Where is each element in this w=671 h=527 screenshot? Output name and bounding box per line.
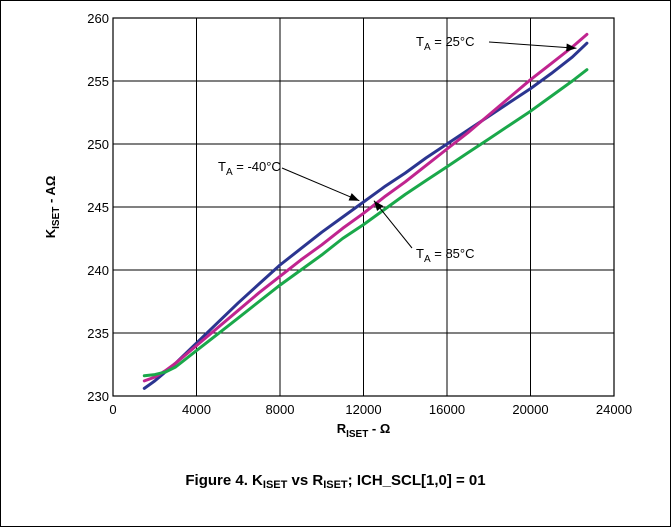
x-tick-label: 16000: [429, 402, 465, 417]
y-tick-label: 245: [87, 200, 109, 215]
caption-sub-1: ISET: [262, 479, 288, 491]
annotation-label-0: TA = -40°C: [218, 159, 281, 178]
caption-sub-2: ISET: [323, 479, 348, 491]
annotation-label-1: TA = 25°C: [416, 34, 475, 53]
caption-middle: vs R: [287, 472, 324, 489]
series-line-0: [142, 41, 589, 390]
series-line-2: [142, 68, 589, 378]
x-axis-title: RISET - Ω: [337, 421, 391, 440]
x-tick-label: 12000: [345, 402, 381, 417]
caption-suffix: ; ICH_SCL[1,0] = 01: [347, 472, 486, 489]
y-axis-title-main: K: [43, 228, 58, 238]
annotation-label-2: TA = 85°C: [416, 246, 475, 265]
series-lines: [142, 32, 589, 390]
x-axis-title-sub: ISET: [346, 429, 368, 440]
x-tick-label: 8000: [266, 402, 295, 417]
x-tick-label: 0: [109, 402, 116, 417]
annotation-arrowhead-1: [566, 43, 577, 52]
caption-prefix: Figure 4. K: [185, 472, 263, 489]
x-axis-title-main: R: [337, 421, 347, 436]
x-axis-title-rest: - Ω: [368, 421, 390, 436]
y-axis-title: KISET - AΩ: [43, 176, 62, 239]
annotations: TA = -40°C TA = 25°C TA = 85°C: [218, 34, 577, 265]
y-tick-label: 255: [87, 74, 109, 89]
y-tick-label: 230: [87, 389, 109, 404]
y-tick-label: 240: [87, 263, 109, 278]
y-axis-title-sub: ISET: [51, 207, 62, 229]
y-tick-label: 250: [87, 137, 109, 152]
y-tick-label: 235: [87, 326, 109, 341]
plot-border: [112, 17, 615, 397]
chart-area: TA = -40°C TA = 25°C TA = 85°C 0 4000 8000 12…: [43, 11, 632, 440]
annotation-arrowhead-0: [348, 193, 360, 201]
annotation-arrowhead-2: [373, 200, 384, 211]
x-tick-label: 20000: [512, 402, 548, 417]
figure-caption: Figure 4. KISET vs RISET; ICH_SCL[1,0] =…: [0, 472, 671, 491]
x-tick-labels: 0 4000 8000 12000 16000 20000 24000: [109, 402, 632, 417]
annotation-arrow-1: [488, 41, 577, 49]
series-line-1: [142, 32, 589, 383]
annotation-arrow-0: [281, 167, 360, 202]
x-tick-label: 4000: [182, 402, 211, 417]
annotation-arrow-2: [373, 200, 413, 249]
y-tick-label: 260: [87, 11, 109, 26]
y-axis-title-rest: - AΩ: [43, 176, 58, 207]
y-tick-labels: 230 235 240 245 250 255 260: [87, 11, 109, 404]
x-tick-label: 24000: [596, 402, 632, 417]
